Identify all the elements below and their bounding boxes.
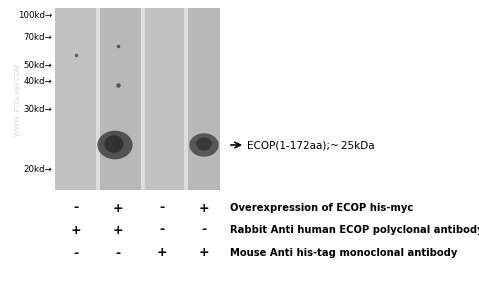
Text: Overexpression of ECOP his-myc: Overexpression of ECOP his-myc (230, 203, 413, 213)
Text: 70kd→: 70kd→ (23, 33, 52, 43)
Text: +: + (113, 223, 123, 236)
Bar (55, 8, 220, 190)
Text: +: + (199, 247, 209, 259)
Text: Rabbit Anti human ECOP polyclonal antibody: Rabbit Anti human ECOP polyclonal antibo… (230, 225, 479, 235)
Text: +: + (113, 202, 123, 215)
Text: -: - (115, 247, 121, 259)
Text: -: - (160, 223, 165, 236)
Bar (188, 8, 220, 190)
Text: -: - (73, 247, 79, 259)
Text: 20kd→: 20kd→ (23, 166, 52, 175)
Text: 50kd→: 50kd→ (23, 60, 52, 69)
Text: -: - (160, 202, 165, 215)
Bar (184, 8, 188, 190)
Bar (55, 8, 96, 190)
Ellipse shape (189, 133, 219, 157)
Bar (100, 8, 141, 190)
Text: WWW. PTGLABECOM: WWW. PTGLABECOM (15, 64, 21, 136)
Bar (141, 8, 145, 190)
Bar (145, 8, 184, 190)
Ellipse shape (196, 137, 212, 151)
Text: 30kd→: 30kd→ (23, 105, 52, 115)
Bar (96, 8, 100, 190)
Text: +: + (157, 247, 167, 259)
Ellipse shape (97, 131, 133, 159)
Text: 100kd→: 100kd→ (18, 12, 52, 20)
Text: Mouse Anti his-tag monoclonal antibody: Mouse Anti his-tag monoclonal antibody (230, 248, 457, 258)
Ellipse shape (104, 135, 124, 153)
Text: +: + (71, 223, 81, 236)
Text: +: + (199, 202, 209, 215)
Text: -: - (73, 202, 79, 215)
Text: 40kd→: 40kd→ (23, 77, 52, 86)
Text: -: - (202, 223, 206, 236)
Text: ECOP(1-172aa);~ 25kDa: ECOP(1-172aa);~ 25kDa (247, 140, 375, 150)
